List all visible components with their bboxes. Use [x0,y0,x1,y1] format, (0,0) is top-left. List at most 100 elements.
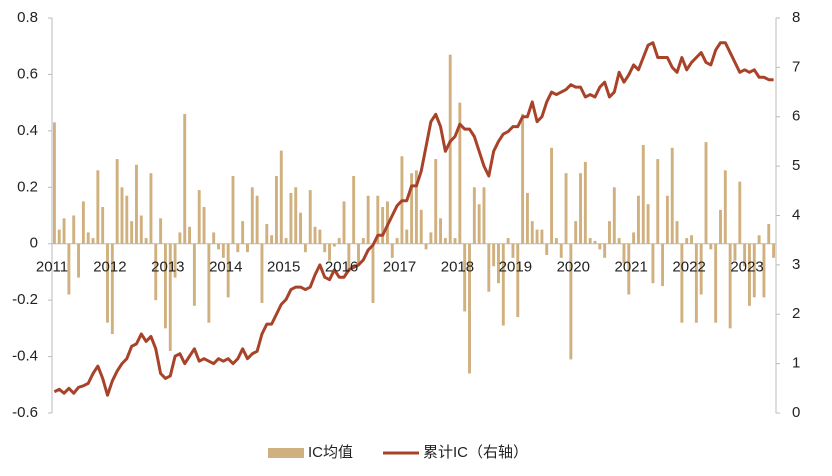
bar [241,221,245,244]
bar [646,204,650,244]
bar [690,235,693,244]
bar [332,243,336,247]
bar [694,243,698,323]
bar [274,176,278,244]
x-tick-label: 2023 [730,259,763,276]
x-tick-label: 2015 [267,259,300,276]
bar [410,173,414,244]
bar [593,240,597,244]
bar [347,243,351,272]
bar [294,187,298,244]
bar [545,243,549,255]
bar [52,122,56,244]
bar [246,243,249,253]
bar [661,243,665,287]
bar [492,243,496,267]
x-tick-label: 2011 [36,259,68,276]
bar [443,238,447,244]
y-tick-label: 0.6 [17,65,38,82]
bar [135,164,138,244]
bar [390,243,394,258]
bar [299,212,303,244]
bar [675,221,679,244]
x-tick-label: 2019 [499,259,532,276]
bar [463,243,467,312]
bar [627,243,631,295]
bar [704,142,708,244]
bar [453,238,457,244]
bar [106,243,109,323]
bar [506,238,510,244]
bar [173,243,177,278]
bar [236,243,240,253]
bar [487,243,491,292]
bar [144,238,148,244]
bar [530,221,534,244]
legend-label: 累计IC（右轴） [423,444,528,461]
bar [284,238,288,244]
bar [497,243,500,284]
x-tick-label: 2014 [209,259,242,276]
bar [86,232,90,244]
bar [96,170,100,244]
bar [149,173,153,244]
bar [757,235,761,244]
bar [709,243,713,250]
y2-tick-label: 0 [792,404,800,421]
bar [395,238,399,244]
y2-tick-label: 4 [792,206,800,223]
bar [120,187,124,244]
bar [139,215,143,244]
bar [612,187,616,244]
bar [419,209,423,244]
bar [733,243,737,261]
bar [738,181,742,244]
bar [101,207,105,244]
bar [361,238,365,244]
bar [197,190,201,244]
bar [303,243,307,253]
y2-tick-label: 6 [792,108,800,125]
y-tick-label: 0 [30,235,38,252]
legend-label: IC均值 [308,444,353,461]
bar [685,238,689,244]
bar [366,195,370,244]
bar [501,243,505,326]
x-tick-label: 2018 [441,259,474,276]
bar [540,229,544,244]
bar [183,113,187,244]
bar [313,226,317,244]
bar [226,243,230,298]
bar [81,201,85,244]
bar [714,243,718,323]
bar [207,243,211,323]
bar [130,221,134,244]
y-tick-label: 0.8 [17,9,38,26]
bar [559,243,563,258]
bar [279,150,283,244]
bar [77,243,80,278]
y-tick-label: 0.2 [17,178,38,195]
bar [202,207,206,244]
bar [521,113,525,244]
bar [115,159,119,244]
bar [434,159,438,244]
x-tick-label: 2020 [557,259,590,276]
bar [588,238,592,244]
bar [255,195,259,244]
bar [468,243,471,374]
x-tick-label: 2021 [615,259,648,276]
bar [472,187,476,244]
bar [163,243,167,329]
bar [636,195,640,244]
bar [178,232,182,244]
bar [622,243,626,264]
bar [458,102,462,244]
bar [728,243,732,329]
bar [62,218,66,244]
line [53,41,774,397]
bar [656,159,660,244]
bar [525,192,529,244]
bar [67,243,71,295]
